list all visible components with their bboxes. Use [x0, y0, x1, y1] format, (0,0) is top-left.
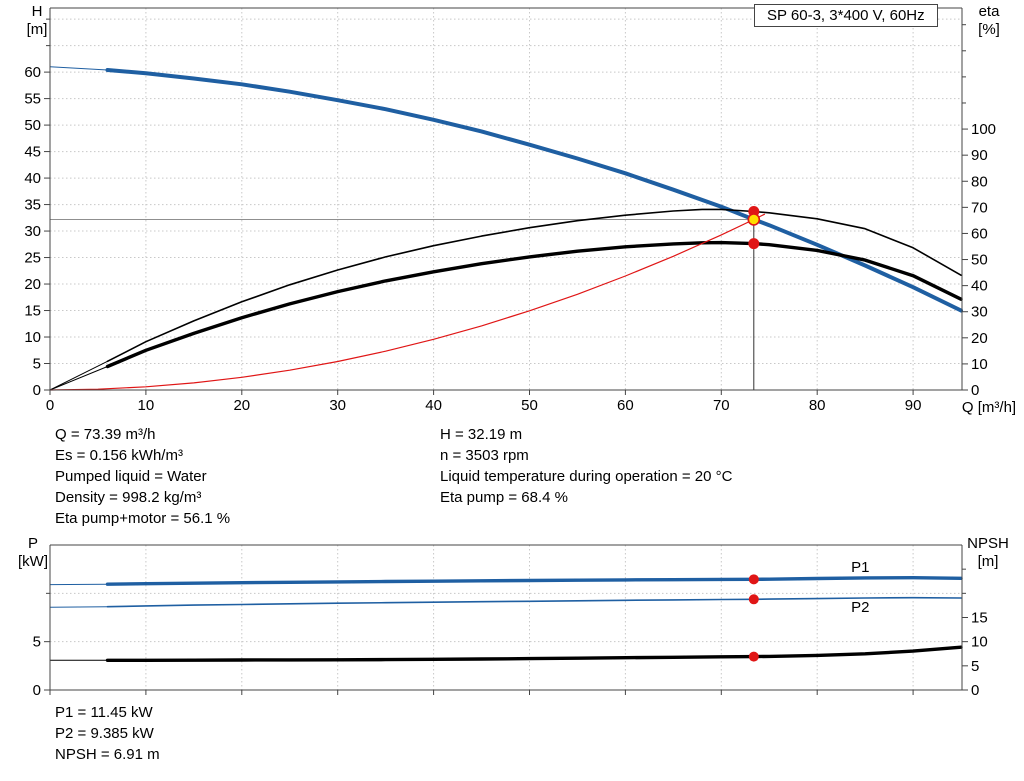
duty-point-qh — [747, 213, 761, 226]
svg-text:70: 70 — [971, 199, 988, 216]
svg-text:40: 40 — [24, 170, 41, 187]
axes-frame — [49, 7, 963, 391]
npsh-axis-title: NPSH [m] — [967, 535, 1009, 570]
info-line-q: Q = 73.39 m³/h — [55, 426, 156, 443]
svg-text:20: 20 — [24, 276, 41, 293]
info-line-eta-pump: Eta pump = 68.4 % — [440, 489, 568, 506]
info-line-h: H = 32.19 m — [440, 426, 523, 443]
curve-p1 — [49, 576, 963, 586]
svg-text:40: 40 — [971, 278, 988, 295]
svg-text:60: 60 — [617, 397, 634, 414]
info-line-liquid: Pumped liquid = Water — [55, 468, 207, 485]
svg-text:40: 40 — [425, 397, 442, 414]
svg-text:25: 25 — [24, 250, 41, 267]
axis-tick-labels: 0 5 0 5 10 15 — [33, 610, 988, 700]
svg-text:70: 70 — [713, 397, 730, 414]
svg-text:60: 60 — [24, 64, 41, 81]
svg-text:90: 90 — [971, 147, 988, 164]
info-line-p1: P1 = 11.45 kW — [55, 704, 153, 721]
curve-system-curve — [49, 213, 766, 391]
info-line-n: n = 3503 rpm — [440, 447, 529, 464]
qh-eta-chart: 0 10 20 30 40 50 60 70 80 90 0 5 10 15 20 25 30 35 40 45 50 5… — [24, 7, 996, 414]
axes-frame — [49, 544, 963, 691]
info-line-eta-total: Eta pump+motor = 56.1 % — [55, 510, 231, 527]
curve-p2 — [49, 596, 962, 608]
svg-text:50: 50 — [971, 252, 988, 269]
svg-text:0: 0 — [33, 382, 41, 399]
info-line-npsh: NPSH = 6.91 m — [55, 746, 160, 763]
info-line-es: Es = 0.156 kWh/m³ — [55, 447, 183, 464]
svg-text:10: 10 — [971, 356, 988, 373]
svg-text:50: 50 — [521, 397, 538, 414]
q-axis-title: Q [m³/h] — [961, 399, 1017, 416]
svg-text:35: 35 — [24, 197, 41, 214]
pump-title-box: SP 60-3, 3*400 V, 60Hz — [754, 4, 938, 27]
gridlines — [50, 545, 962, 690]
p-axis-title: P [kW] — [18, 535, 48, 570]
svg-text:5: 5 — [971, 658, 979, 675]
svg-text:10: 10 — [24, 329, 41, 346]
svg-text:15: 15 — [971, 610, 988, 627]
svg-text:10: 10 — [971, 634, 988, 651]
svg-text:80: 80 — [971, 173, 988, 190]
series-label-p2: P2 — [851, 599, 869, 616]
duty-info-left: Q = 73.39 m³/h Es = 0.156 kWh/m³ Pumped … — [55, 424, 230, 529]
duty-info-right: H = 32.19 m n = 3503 rpm Liquid temperat… — [440, 424, 732, 508]
duty-point-p2 — [748, 594, 759, 605]
svg-text:0: 0 — [971, 382, 979, 399]
h-axis-title: H [m] — [26, 3, 48, 38]
duty-point-p1 — [748, 574, 759, 585]
axis-ticks — [44, 18, 968, 395]
svg-text:5: 5 — [33, 356, 41, 373]
series-label-p1: P1 — [851, 559, 869, 576]
svg-text:0: 0 — [33, 682, 41, 699]
curve-eta-pump-motor — [49, 240, 963, 391]
curve-npsh — [50, 645, 963, 663]
svg-text:30: 30 — [329, 397, 346, 414]
svg-text:20: 20 — [233, 397, 250, 414]
axis-tick-labels: 0 10 20 30 40 50 60 70 80 90 0 5 10 15 20 25 30 35 40 45 50 5… — [24, 64, 996, 414]
svg-text:90: 90 — [905, 397, 922, 414]
svg-text:30: 30 — [24, 223, 41, 240]
info-line-p2: P2 = 9.385 kW — [55, 725, 154, 742]
axis-ticks — [44, 568, 968, 695]
svg-text:45: 45 — [24, 144, 41, 161]
eta-axis-title: eta [%] — [978, 3, 1000, 38]
duty-point-npsh — [748, 651, 759, 662]
power-info: P1 = 11.45 kW P2 = 9.385 kW NPSH = 6.91 … — [55, 702, 160, 765]
svg-text:55: 55 — [24, 91, 41, 108]
curve-eta-pump — [49, 208, 962, 391]
duty-point-eta-pump-motor — [748, 238, 760, 250]
svg-text:10: 10 — [138, 397, 155, 414]
svg-text:100: 100 — [971, 121, 996, 138]
svg-text:0: 0 — [46, 397, 54, 414]
svg-text:0: 0 — [971, 682, 979, 699]
svg-text:20: 20 — [971, 330, 988, 347]
gridlines — [50, 8, 962, 390]
curve-qh — [49, 66, 963, 313]
power-npsh-chart: P1 P2 0 5 0 5 10 15 — [33, 544, 988, 700]
svg-text:80: 80 — [809, 397, 826, 414]
svg-text:50: 50 — [24, 117, 41, 134]
svg-text:60: 60 — [971, 225, 988, 242]
info-line-temp: Liquid temperature during operation = 20… — [440, 468, 733, 485]
svg-text:30: 30 — [971, 304, 988, 321]
svg-text:5: 5 — [33, 634, 41, 651]
svg-text:15: 15 — [24, 303, 41, 320]
info-line-density: Density = 998.2 kg/m³ — [55, 489, 202, 506]
